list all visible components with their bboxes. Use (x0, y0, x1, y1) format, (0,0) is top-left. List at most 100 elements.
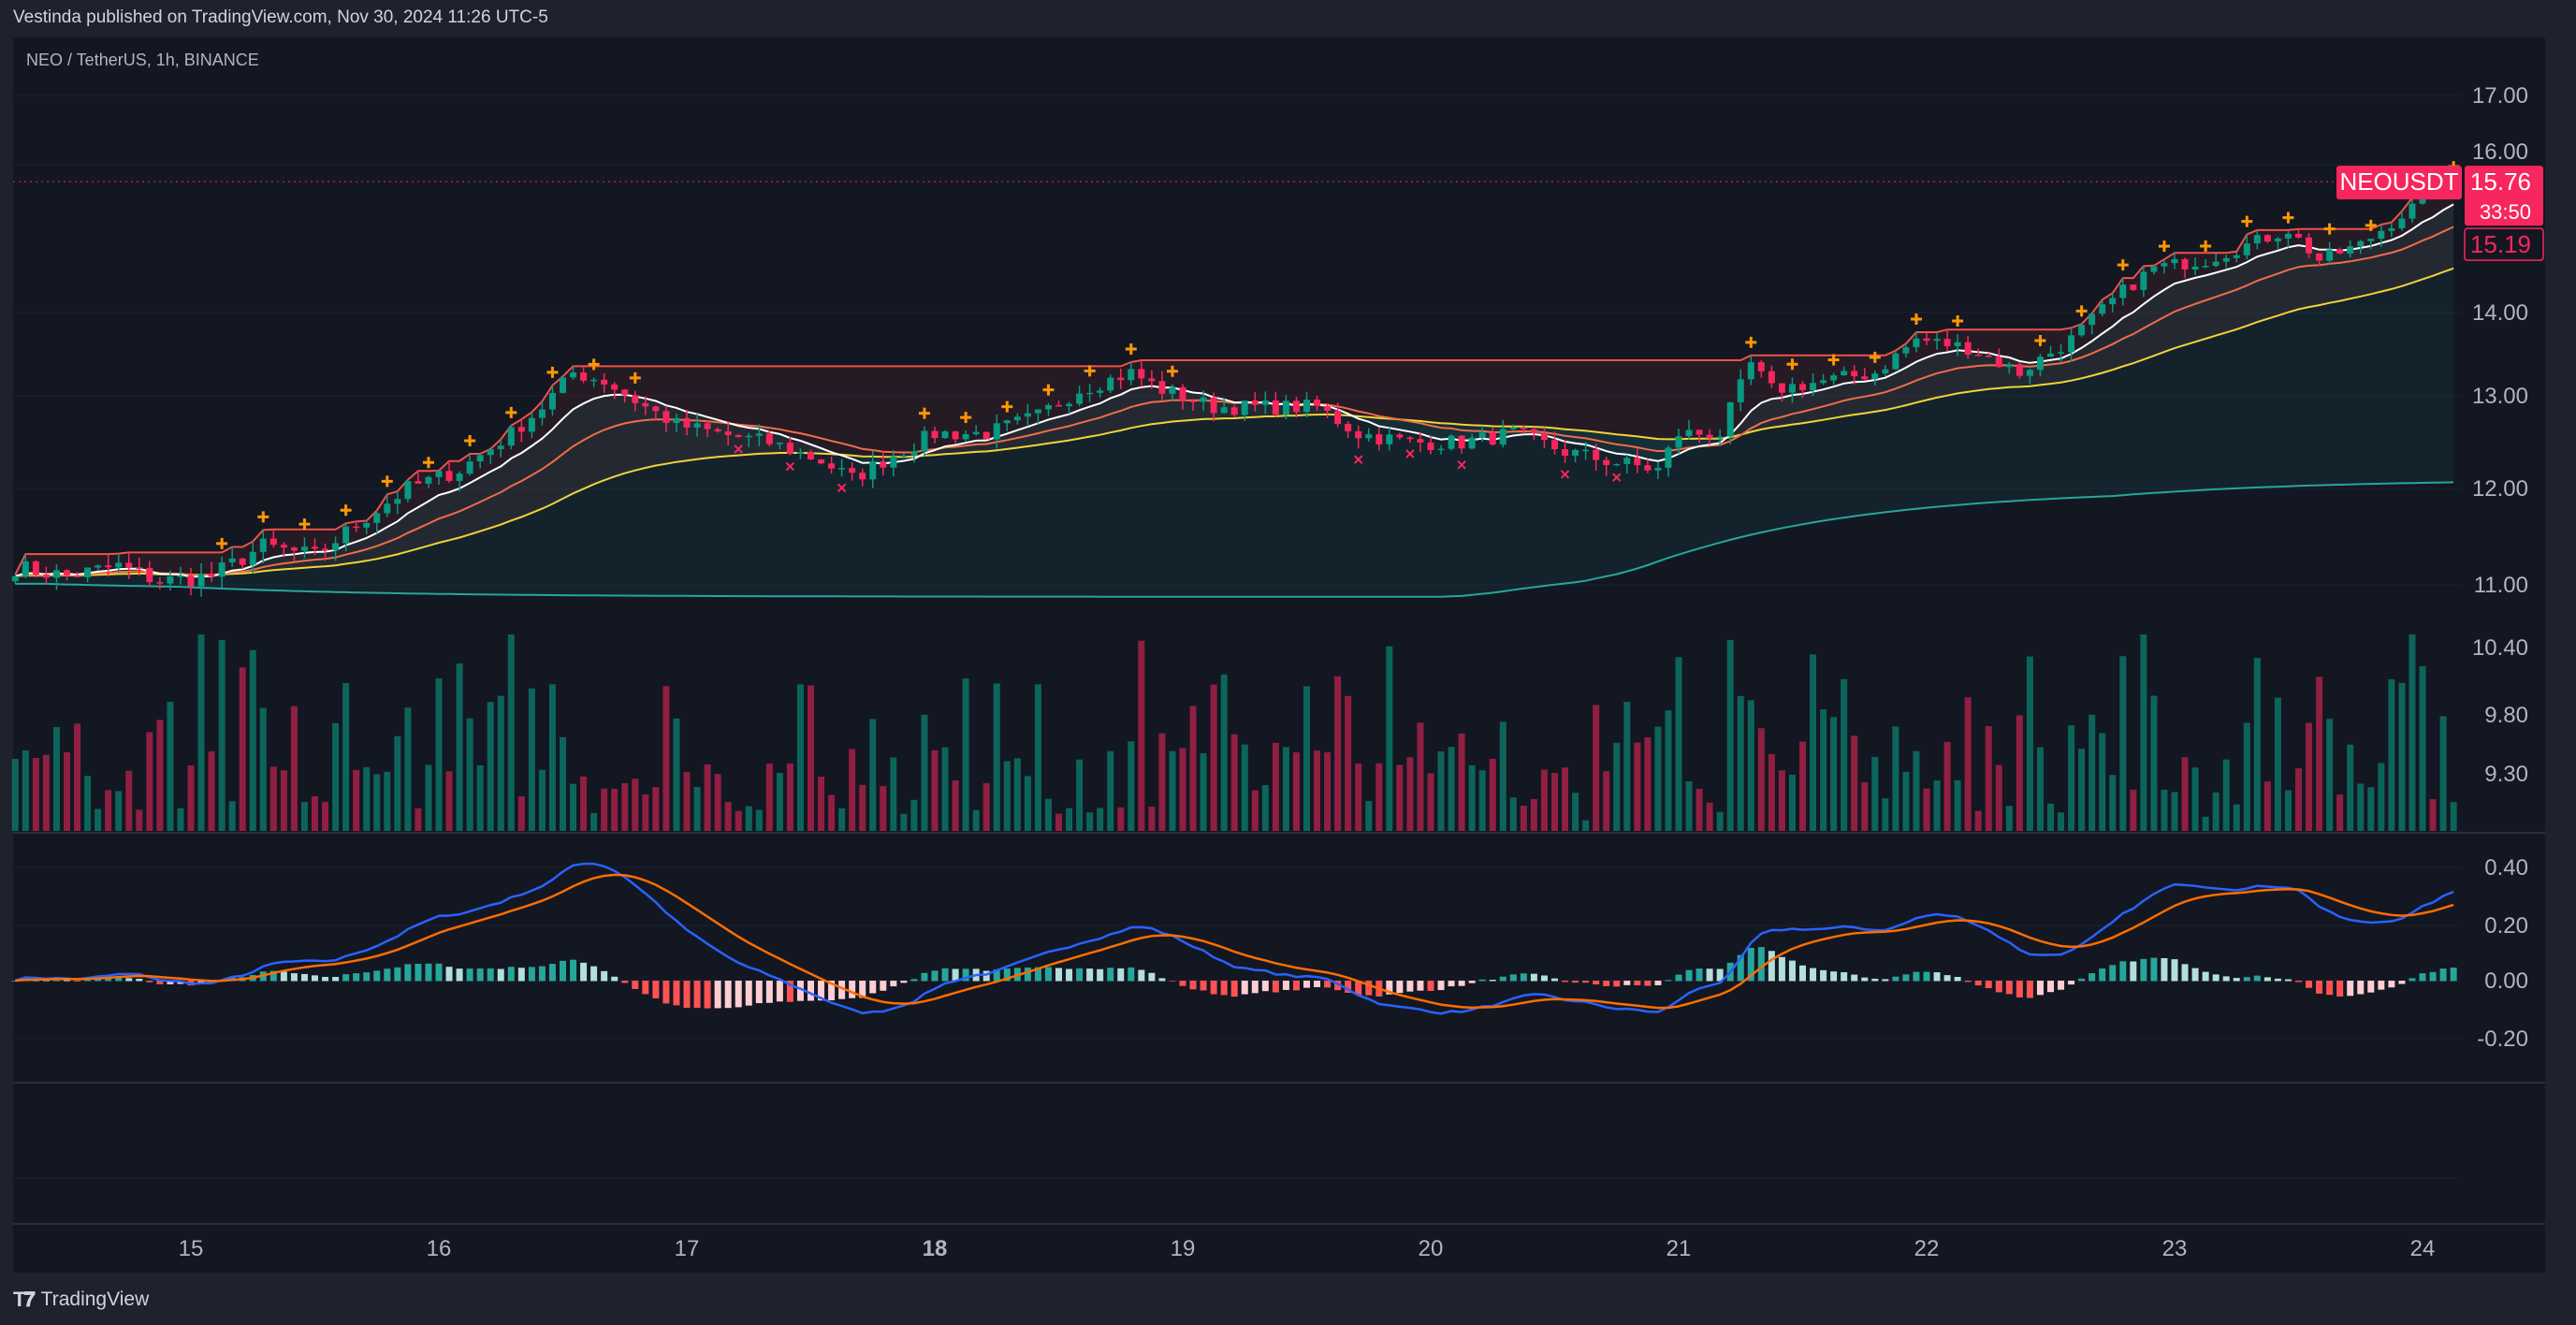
volume-bar (1241, 744, 1248, 831)
volume-bar (1562, 767, 1569, 831)
candle-body (2233, 255, 2240, 258)
volume-bar (2099, 733, 2106, 831)
volume-bar (322, 801, 329, 831)
volume-bar (2243, 722, 2250, 831)
volume-bar (1345, 695, 1352, 831)
volume-bar (1603, 771, 1610, 831)
time-axis-label: 24 (2410, 1236, 2436, 1261)
price-axis-label: 11.00 (2474, 573, 2528, 598)
macd-histogram-bar (1572, 981, 1579, 983)
macd-histogram-bar (1314, 981, 1321, 987)
macd-histogram-bar (1706, 968, 1713, 982)
macd-histogram-bar (1230, 981, 1238, 997)
candle-body (662, 411, 670, 424)
volume-bar (1489, 758, 1496, 831)
candle-body (993, 423, 1000, 440)
volume-bar (580, 776, 588, 831)
volume-bar (228, 801, 236, 831)
macd-histogram-bar (2295, 981, 2302, 983)
macd-histogram-bar (921, 972, 928, 982)
tradingview-logo-icon[interactable]: T𝟕 (13, 1288, 36, 1311)
candle-body (322, 548, 329, 551)
candle-body (1871, 373, 1879, 380)
macd-histogram-bar (1665, 980, 1672, 982)
macd-histogram-bar (570, 959, 577, 982)
macd-histogram-bar (2016, 981, 2023, 997)
candle-body (704, 423, 711, 430)
candle-body (941, 431, 949, 439)
macd-histogram-bar (1499, 976, 1506, 982)
volume-bar (280, 770, 287, 831)
macd-histogram-bar (673, 981, 680, 1006)
macd-histogram-bar (1943, 975, 1951, 982)
volume-bar (2036, 747, 2044, 831)
volume-bar (2088, 714, 2096, 831)
volume-bar (776, 772, 783, 831)
chart-frame[interactable] (13, 37, 2545, 1273)
band-high-line (14, 176, 2454, 575)
volume-bar (1448, 747, 1455, 831)
volume-bar (487, 702, 494, 831)
candle-body (1448, 435, 1455, 449)
signal-marker-plus-icon (1952, 314, 1964, 327)
candle-body (1097, 390, 1104, 393)
volume-bar (941, 747, 949, 831)
volume-bar (1034, 684, 1041, 831)
macd-histogram-bar (849, 981, 856, 998)
macd-histogram-bar (1303, 981, 1310, 988)
macd-histogram-bar (828, 981, 836, 1001)
candle-body (1055, 404, 1062, 407)
candle-body (476, 455, 484, 462)
macd-histogram-bar (115, 977, 123, 982)
candle-body (1169, 386, 1176, 394)
volume-bar (2367, 787, 2375, 831)
macd-histogram-bar (342, 974, 350, 982)
signal-marker-x-icon (1457, 460, 1466, 470)
volume-bar (2119, 656, 2127, 831)
volume-bar (1355, 763, 1362, 831)
signal-marker-plus-icon (1827, 354, 1840, 366)
candle-body (1458, 435, 1465, 449)
brand-name[interactable]: TradingView (40, 1289, 150, 1310)
candle-body (1665, 447, 1672, 468)
candle-body (2068, 335, 2075, 353)
macd-histogram-bar (796, 981, 804, 1001)
macd-histogram-bar (1417, 981, 1424, 991)
time-axis-label: 19 (1171, 1236, 1196, 1261)
candle-body (1520, 428, 1527, 430)
candle-body (642, 402, 649, 407)
volume-bar (1282, 747, 1289, 831)
candle-body (2409, 203, 2416, 219)
time-axis-label: 20 (1419, 1236, 1444, 1261)
signal-marker-plus-icon (2158, 240, 2170, 253)
volume-bar (1747, 700, 1754, 831)
band-low-line (15, 481, 2454, 598)
candle-body (714, 429, 721, 431)
candle-body (136, 567, 143, 569)
macd-histogram-bar (1210, 981, 1217, 995)
candle-body (2263, 235, 2271, 242)
candle-body (1024, 413, 1031, 417)
price-axis-label: 9.30 (2484, 762, 2528, 787)
macd-histogram-bar (621, 981, 629, 983)
signal-marker-plus-icon (1084, 365, 1096, 377)
macd-histogram-bar (1024, 967, 1031, 982)
candle-body (838, 468, 846, 470)
volume-bar (560, 736, 566, 831)
candle-body (1406, 437, 1414, 440)
candle-body (1841, 371, 1848, 376)
volume-bar (828, 794, 836, 831)
candle-body (363, 522, 371, 528)
signal-line (15, 873, 2454, 1010)
candle-body (952, 431, 959, 440)
volume-bar (456, 663, 463, 831)
candle-body (1943, 339, 1951, 347)
candle-body (673, 417, 680, 424)
candle-body (1974, 355, 1982, 357)
candle-body (249, 551, 256, 565)
macd-histogram-bar (2378, 981, 2385, 990)
macd-histogram-bar (11, 981, 19, 982)
volume-bar (1210, 684, 1217, 831)
candle-body (972, 431, 980, 435)
